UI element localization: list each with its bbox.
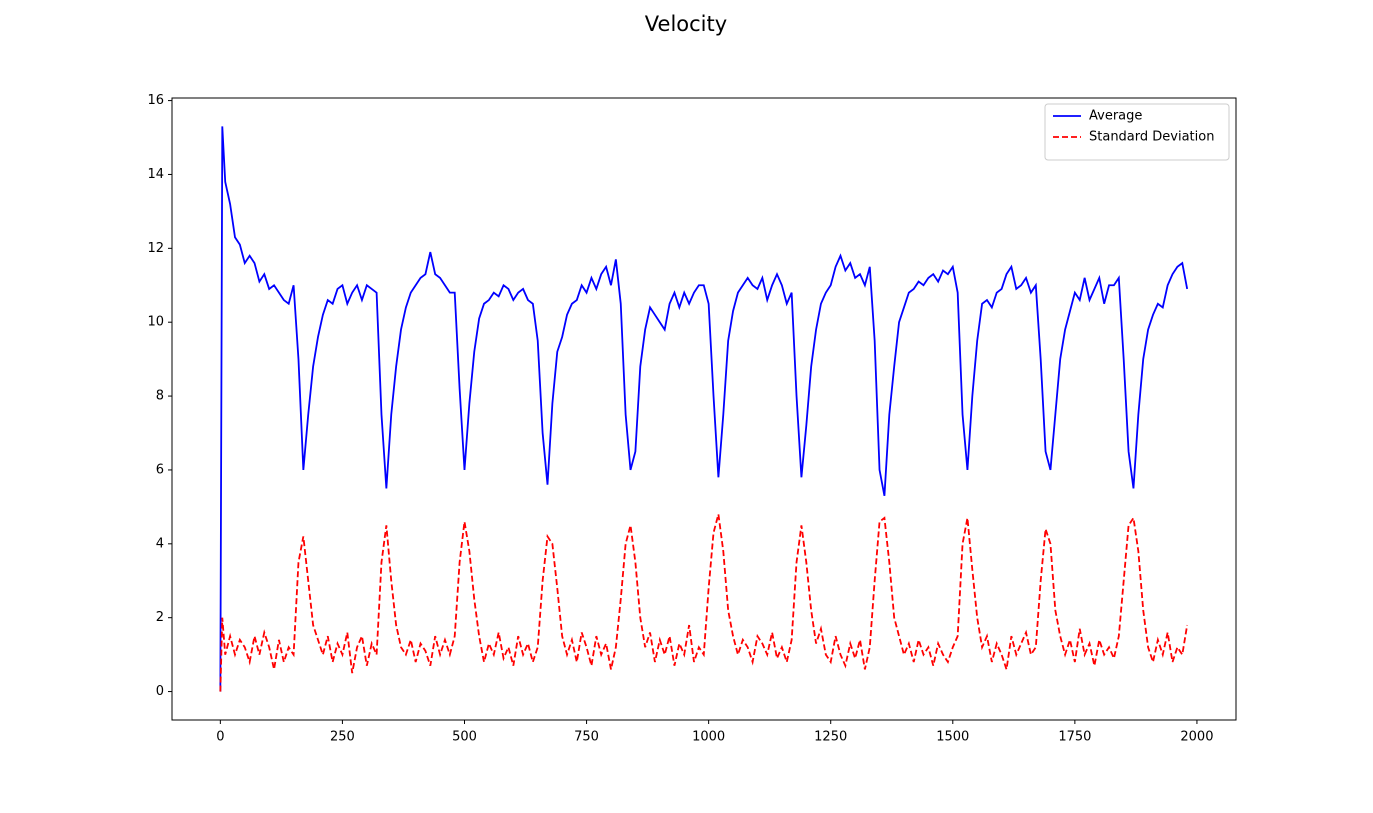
x-tick-label: 1750 — [1058, 730, 1091, 745]
x-tick-label: 750 — [574, 730, 599, 745]
x-tick-label: 1500 — [936, 730, 969, 745]
y-tick-label: 0 — [156, 684, 164, 699]
data-line — [219, 126, 1189, 692]
plot-area — [171, 97, 1237, 721]
data-line — [219, 514, 1189, 692]
legend-label: Average — [1089, 109, 1142, 124]
x-tick-label: 1000 — [692, 730, 725, 745]
y-tick-label: 6 — [156, 462, 164, 477]
x-tick-label: 1250 — [814, 730, 847, 745]
x-tick-label: 2000 — [1180, 730, 1213, 745]
x-tick-label: 0 — [216, 730, 224, 745]
chart-title: Velocity — [645, 12, 727, 36]
y-tick-label: 4 — [156, 536, 164, 551]
y-tick-label: 8 — [156, 389, 164, 404]
x-tick-label: 500 — [452, 730, 477, 745]
x-tick-label: 250 — [330, 730, 355, 745]
legend-box — [1044, 103, 1230, 161]
legend-label: Standard Deviation — [1089, 130, 1214, 145]
y-tick-label: 2 — [156, 610, 164, 625]
y-tick-label: 10 — [147, 315, 164, 330]
y-tick-label: 12 — [147, 241, 164, 256]
y-tick-label: 14 — [147, 167, 164, 182]
y-tick-label: 16 — [147, 93, 164, 108]
